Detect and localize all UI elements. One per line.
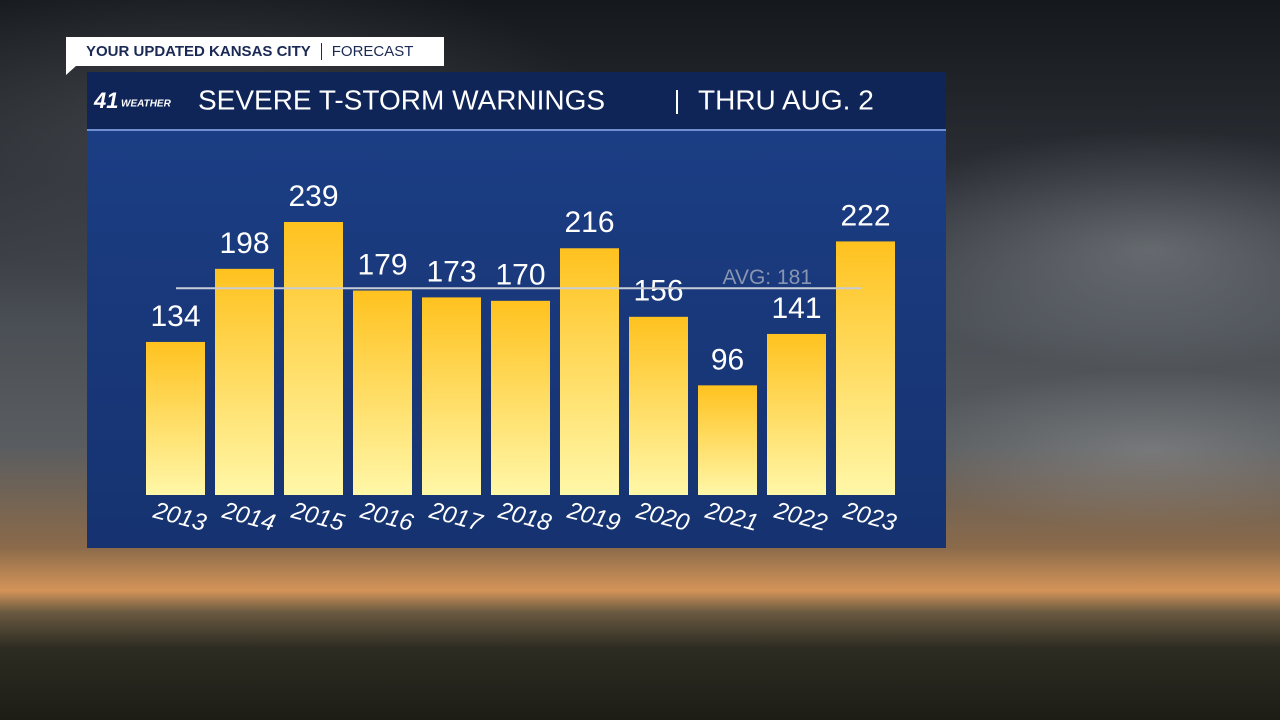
title-bar [87, 72, 946, 130]
bar [353, 290, 412, 495]
logo-word: WEATHER [121, 99, 172, 110]
average-label: AVG: 181 [723, 266, 813, 289]
value-label: 141 [771, 292, 821, 325]
bar [422, 297, 481, 495]
divider [320, 43, 322, 60]
chart-title: SEVERE T-STORM WARNINGS [198, 84, 605, 115]
bar [560, 248, 619, 495]
bar [284, 222, 343, 495]
logo-number: 41 [93, 88, 118, 113]
value-label: 170 [495, 259, 545, 292]
value-label: 222 [840, 199, 890, 232]
bar [629, 316, 688, 495]
bar [767, 333, 826, 495]
bar [215, 268, 274, 495]
tag-text: YOUR UPDATED KANSAS CITY [86, 43, 311, 60]
value-label: 96 [711, 343, 744, 376]
value-label: 179 [357, 248, 407, 281]
value-label: 216 [564, 206, 614, 239]
section-text: FORECAST [331, 43, 414, 60]
value-label: 198 [219, 227, 269, 260]
bar [698, 385, 757, 495]
forecast-tag: YOUR UPDATED KANSAS CITY FORECAST [66, 37, 444, 75]
value-label: 173 [426, 255, 476, 288]
chart-subtitle: THRU AUG. 2 [698, 84, 874, 115]
bar [491, 300, 550, 495]
value-label: 156 [633, 275, 683, 308]
bar [836, 241, 895, 495]
value-label: 239 [288, 180, 338, 213]
bar [146, 341, 205, 495]
value-label: 134 [150, 300, 200, 333]
